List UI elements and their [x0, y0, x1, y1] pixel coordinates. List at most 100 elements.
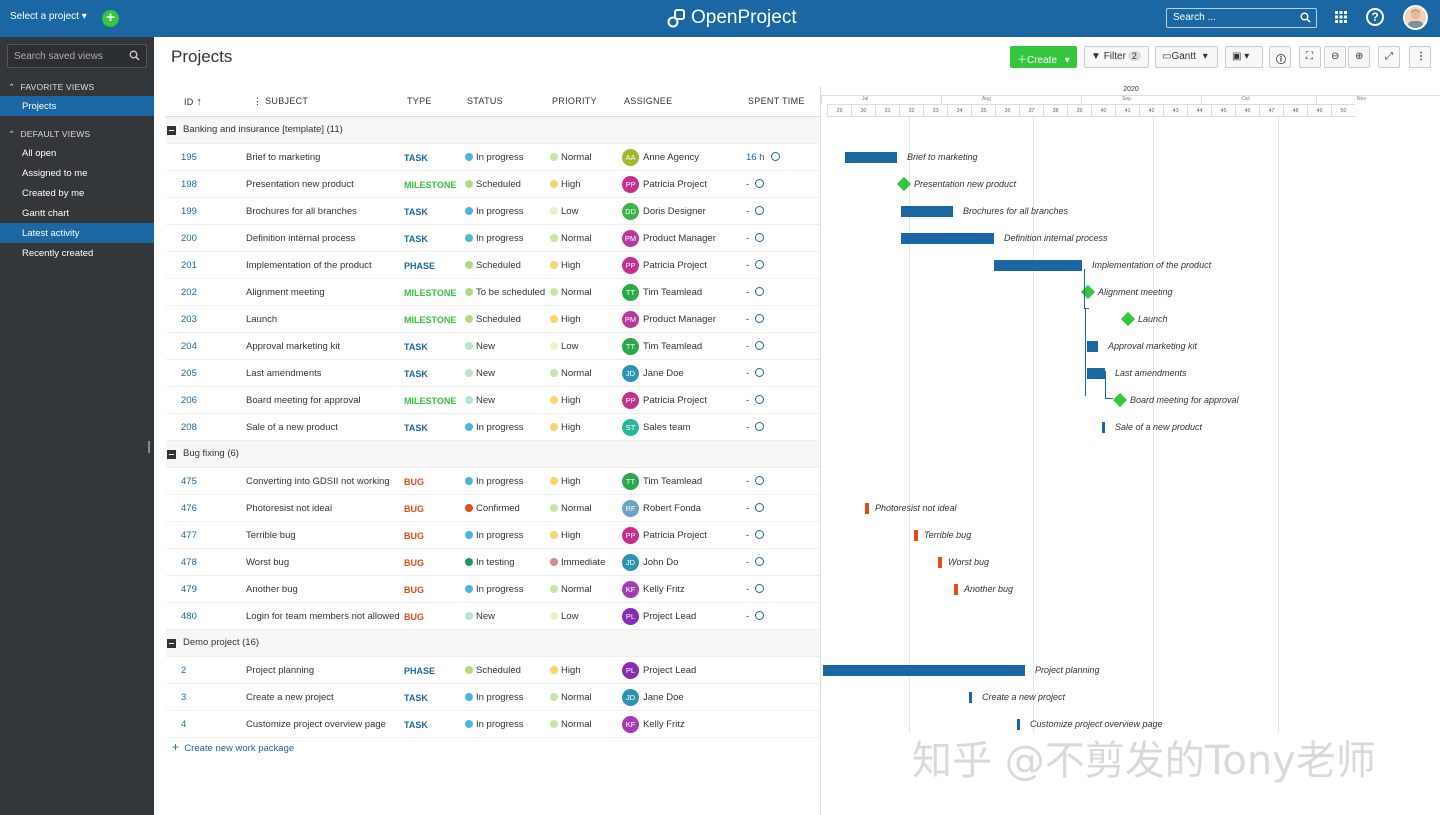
priority-cell[interactable]: High	[550, 314, 581, 325]
column-header-type[interactable]: TYPE	[407, 96, 432, 106]
assignee-cell[interactable]: DD Doris Designer	[622, 203, 706, 220]
type-cell[interactable]: BUG	[404, 477, 424, 487]
priority-cell[interactable]: High	[550, 260, 581, 271]
gantt-bug-bar[interactable]	[865, 503, 869, 514]
spent-time-cell[interactable]: -	[746, 476, 765, 487]
priority-cell[interactable]: High	[550, 395, 581, 406]
work-package-id-link[interactable]: 204	[181, 341, 197, 352]
log-time-icon[interactable]	[755, 314, 765, 323]
search-icon[interactable]	[129, 50, 140, 61]
status-cell[interactable]: In progress	[465, 584, 524, 595]
work-package-id-link[interactable]: 206	[181, 395, 197, 406]
subject-cell[interactable]: Login for team members not allowed	[246, 611, 400, 622]
status-cell[interactable]: Scheduled	[465, 314, 521, 325]
assignee-cell[interactable]: RF Robert Fonda	[622, 500, 701, 517]
type-cell[interactable]: TASK	[404, 153, 428, 163]
sidebar-item-created-by-me[interactable]: Created by me	[22, 188, 85, 199]
type-cell[interactable]: BUG	[404, 558, 424, 568]
timeline-zoom-dropdown[interactable]: ▣ ▾	[1225, 46, 1263, 68]
subject-cell[interactable]: Implementation of the product	[246, 260, 372, 271]
type-cell[interactable]: TASK	[404, 369, 428, 379]
column-header-id[interactable]: ID ↑	[184, 96, 202, 108]
spent-time-cell[interactable]: -	[746, 179, 765, 190]
help-icon[interactable]: ?	[1366, 8, 1384, 26]
sidebar-item-recently-created[interactable]: Recently created	[22, 248, 94, 259]
zoom-out-icon[interactable]: ⊖	[1324, 46, 1346, 68]
type-cell[interactable]: MILESTONE	[404, 288, 457, 298]
table-row[interactable]: 2 Project planning PHASE Scheduled High PL Pro…	[166, 657, 820, 684]
work-package-id-link[interactable]: 476	[181, 503, 197, 514]
subject-cell[interactable]: Last amendments	[246, 368, 322, 379]
gantt-task-bar[interactable]	[969, 692, 972, 703]
sidebar-item-assigned-to-me[interactable]: Assigned to me	[22, 168, 88, 179]
status-cell[interactable]: In progress	[465, 422, 524, 433]
log-time-icon[interactable]	[755, 287, 765, 296]
table-row[interactable]: 205 Last amendments TASK New Normal JD Jane Do…	[166, 360, 820, 387]
status-cell[interactable]: Scheduled	[465, 260, 521, 271]
subject-cell[interactable]: Create a new project	[246, 692, 334, 703]
log-time-icon[interactable]	[755, 611, 765, 620]
spent-time-value[interactable]: 16 h	[746, 152, 765, 163]
column-header-subject[interactable]: ⋮ SUBJECT	[253, 96, 308, 107]
work-package-id-link[interactable]: 2	[181, 665, 187, 676]
spent-time-cell[interactable]: -	[746, 314, 765, 325]
project-select[interactable]: Select a project ▾	[10, 11, 87, 22]
spent-time-cell[interactable]: -	[746, 287, 765, 298]
work-package-id-link[interactable]: 480	[181, 611, 197, 622]
table-row[interactable]: 4 Customize project overview page TASK In p…	[166, 711, 820, 738]
subject-cell[interactable]: Approval marketing kit	[246, 341, 340, 352]
group-header-row[interactable]: Bug fixing (6)	[166, 441, 820, 468]
table-row[interactable]: 195 Brief to marketing TASK In progress Norm…	[166, 144, 820, 171]
table-row[interactable]: 204 Approval marketing kit TASK New Low TT Tim…	[166, 333, 820, 360]
spent-time-cell[interactable]: 16 h	[746, 152, 780, 163]
priority-cell[interactable]: High	[550, 422, 581, 433]
sidebar-item-projects[interactable]: Projects	[0, 96, 154, 116]
gantt-bug-bar[interactable]	[914, 530, 918, 541]
work-package-id-link[interactable]: 200	[181, 233, 197, 244]
spent-time-cell[interactable]: -	[746, 260, 765, 271]
status-cell[interactable]: In progress	[465, 530, 524, 541]
subject-cell[interactable]: Worst bug	[246, 557, 290, 568]
status-cell[interactable]: New	[465, 368, 495, 379]
table-row[interactable]: 200 Definition internal process TASK In pro…	[166, 225, 820, 252]
subject-cell[interactable]: Board meeting for approval	[246, 395, 361, 406]
type-cell[interactable]: TASK	[404, 342, 428, 352]
column-header-assignee[interactable]: ASSIGNEE	[624, 96, 673, 106]
gantt-task-bar[interactable]	[1017, 719, 1020, 730]
type-cell[interactable]: MILESTONE	[404, 396, 457, 406]
work-package-id-link[interactable]: 208	[181, 422, 197, 433]
assignee-cell[interactable]: PL Project Lead	[622, 662, 696, 679]
type-cell[interactable]: BUG	[404, 612, 424, 622]
collapse-icon[interactable]	[167, 639, 176, 648]
priority-cell[interactable]: Normal	[550, 692, 592, 703]
work-package-id-link[interactable]: 478	[181, 557, 197, 568]
sidebar-item-all-open[interactable]: All open	[22, 148, 57, 159]
log-time-icon[interactable]	[755, 368, 765, 377]
priority-cell[interactable]: Normal	[550, 584, 592, 595]
subject-cell[interactable]: Presentation new product	[246, 179, 354, 190]
group-header-row[interactable]: Banking and insurance [template] (11)	[166, 117, 820, 144]
fullscreen-icon[interactable]: ⤢	[1378, 46, 1400, 68]
spent-time-cell[interactable]: -	[746, 530, 765, 541]
priority-cell[interactable]: Normal	[550, 287, 592, 298]
create-button[interactable]: ＋Create ▾	[1010, 46, 1077, 68]
log-time-icon[interactable]	[770, 152, 780, 161]
assignee-cell[interactable]: TT Tim Teamlead	[622, 338, 702, 355]
subject-cell[interactable]: Alignment meeting	[246, 287, 325, 298]
work-package-id-link[interactable]: 195	[181, 152, 197, 163]
subject-cell[interactable]: Definition internal process	[246, 233, 356, 244]
work-package-id-link[interactable]: 475	[181, 476, 197, 487]
work-package-id-link[interactable]: 201	[181, 260, 197, 271]
log-time-icon[interactable]	[755, 530, 765, 539]
table-row[interactable]: 476 Photoresist not ideal BUG Confirmed Norm…	[166, 495, 820, 522]
table-row[interactable]: 478 Worst bug BUG In testing Immediate JD John…	[166, 549, 820, 576]
status-cell[interactable]: New	[465, 341, 495, 352]
assignee-cell[interactable]: PM Product Manager	[622, 230, 716, 247]
assignee-cell[interactable]: PP Patricia Project	[622, 392, 707, 409]
type-cell[interactable]: TASK	[404, 207, 428, 217]
info-icon[interactable]: ⓘ	[1269, 46, 1291, 68]
status-cell[interactable]: In testing	[465, 557, 515, 568]
spent-time-cell[interactable]: -	[746, 557, 765, 568]
spent-time-cell[interactable]: -	[746, 611, 765, 622]
sidebar-item-gantt-chart[interactable]: Gantt chart	[22, 208, 69, 219]
